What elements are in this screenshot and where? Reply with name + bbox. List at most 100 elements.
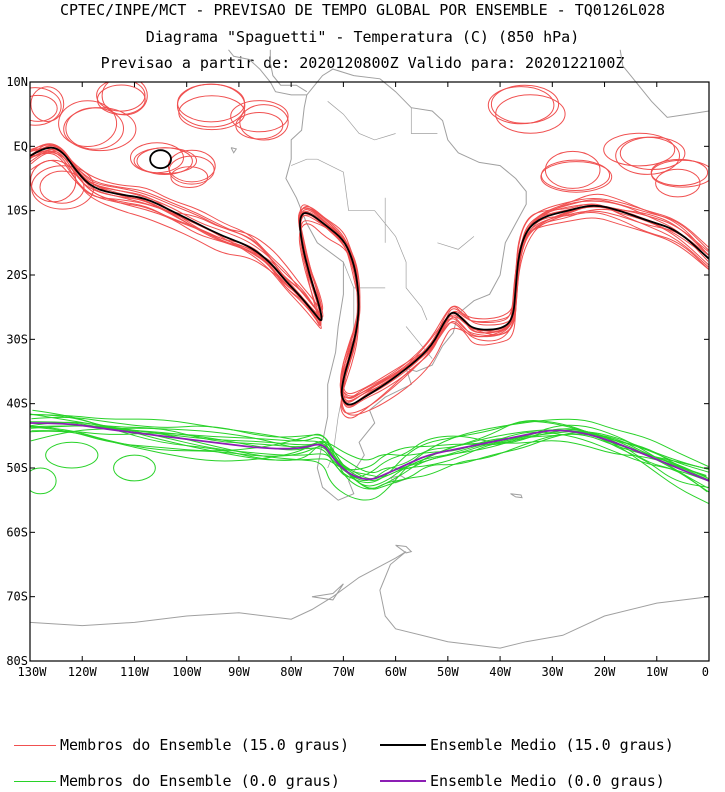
lat-label: 80S <box>6 654 28 668</box>
lon-label: 90W <box>228 665 250 679</box>
lat-label: EQ <box>14 139 28 153</box>
member-15-contour <box>650 159 709 188</box>
country-border <box>410 107 438 134</box>
coastline <box>311 583 344 601</box>
coastline <box>29 551 710 649</box>
coastline <box>228 49 307 96</box>
lat-label: 50S <box>6 461 28 475</box>
legend-mean-0: Ensemble Medio (0.0 graus) <box>380 772 665 790</box>
lat-label: 20S <box>6 268 28 282</box>
member-0-contour <box>113 454 156 482</box>
member-15-contour <box>30 152 709 414</box>
lon-label: 0 <box>702 665 709 679</box>
member-15-contour <box>30 150 709 395</box>
lat-label: 70S <box>6 590 28 604</box>
country-border <box>348 210 428 321</box>
member-15-contour <box>63 107 137 152</box>
mean-15-contour <box>30 146 709 406</box>
lon-label: 80W <box>280 665 302 679</box>
member-15-contour <box>170 166 209 189</box>
lat-label: 10S <box>6 204 28 218</box>
member-15-contour <box>540 161 613 193</box>
coastline <box>269 49 308 93</box>
member-15-contour <box>167 149 216 183</box>
mean-15-contour <box>149 149 172 170</box>
member-0-contour <box>30 413 709 501</box>
ensemble-mean-contours <box>30 146 709 482</box>
member-15-contour <box>30 86 65 122</box>
member-15-contour <box>235 112 284 140</box>
member-15-contour <box>603 132 676 167</box>
country-border <box>343 261 386 289</box>
member-15-contour <box>178 95 246 131</box>
member-15-contour <box>487 86 555 125</box>
country-border <box>437 236 475 250</box>
map-frame <box>29 81 710 662</box>
member-0-contour <box>31 416 709 490</box>
lon-label: 100W <box>172 665 202 679</box>
lon-label: 120W <box>68 665 98 679</box>
legend-swatch-mean-15 <box>380 744 426 746</box>
legend-swatch-mean-0 <box>380 780 426 782</box>
lon-label: 130W <box>18 665 48 679</box>
lat-label: 10N <box>6 75 28 89</box>
member-15-contour <box>39 170 85 204</box>
lat-label: 30S <box>6 332 28 346</box>
coastline <box>510 493 523 499</box>
legend-label-mean-0: Ensemble Medio (0.0 graus) <box>430 772 665 790</box>
country-border <box>291 158 318 166</box>
member-15-contour <box>136 147 193 176</box>
coastline <box>619 49 710 118</box>
coastline <box>230 147 238 154</box>
lon-label: 60W <box>385 665 407 679</box>
legend-members-0: Membros do Ensemble (0.0 graus) <box>14 772 340 790</box>
member-0-contour <box>30 413 709 481</box>
member-0-contour <box>30 421 707 480</box>
member-15-contour <box>540 159 611 192</box>
legend-members-15: Membros do Ensemble (15.0 graus) <box>14 736 349 754</box>
member-15-contour <box>239 104 289 141</box>
member-15-contour <box>30 143 709 399</box>
legend-label-mean-15: Ensemble Medio (15.0 graus) <box>430 736 674 754</box>
lat-label: 60S <box>6 525 28 539</box>
title-line-1: CPTEC/INPE/MCT - PREVISAO DE TEMPO GLOBA… <box>59 1 666 19</box>
member-0-contour <box>30 427 709 481</box>
member-15-contour <box>30 87 62 126</box>
member-15-contour <box>31 144 709 402</box>
country-border <box>317 158 349 211</box>
member-0-contour <box>45 441 99 469</box>
member-0-contour <box>32 409 709 489</box>
lon-label: 30W <box>541 665 563 679</box>
member-15-contour <box>30 150 709 407</box>
lon-label: 50W <box>437 665 459 679</box>
lon-label: 110W <box>120 665 150 679</box>
lon-label: 40W <box>489 665 511 679</box>
country-border <box>327 101 396 141</box>
member-15-contour <box>544 150 601 189</box>
lon-label: 20W <box>594 665 616 679</box>
legend-label-members-0: Membros do Ensemble (0.0 graus) <box>60 772 340 790</box>
member-15-contour <box>58 100 118 147</box>
lat-label: 40S <box>6 397 28 411</box>
lon-label: 70W <box>333 665 355 679</box>
member-15-contour <box>176 83 246 128</box>
member-0-contour <box>31 430 709 487</box>
member-15-contour <box>30 149 709 403</box>
member-15-contour <box>490 84 560 124</box>
coastline <box>395 544 413 554</box>
member-0-contour <box>30 467 57 495</box>
member-15-contour <box>30 143 709 403</box>
legend-mean-15: Ensemble Medio (15.0 graus) <box>380 736 674 754</box>
member-15-contour <box>30 152 709 397</box>
members-0-contours <box>30 409 709 505</box>
member-15-contour <box>615 136 680 175</box>
lon-label: 10W <box>646 665 668 679</box>
title-line-2: Diagrama "Spaguetti" - Temperatura (C) (… <box>145 28 580 46</box>
member-15-contour <box>650 158 709 187</box>
legend-label-members-15: Membros do Ensemble (15.0 graus) <box>60 736 349 754</box>
title-line-3: Previsao a partir de: 2020120800Z Valido… <box>100 54 625 72</box>
legend-swatch-members-0 <box>14 780 56 782</box>
members-15-contours <box>30 82 709 419</box>
